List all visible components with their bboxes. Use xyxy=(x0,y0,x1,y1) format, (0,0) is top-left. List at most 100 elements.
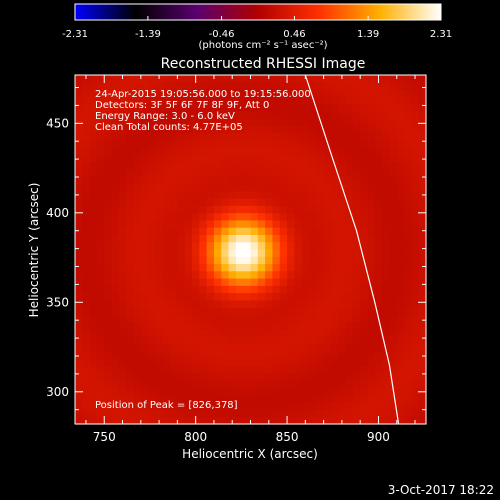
heatmap-pixel xyxy=(309,278,317,287)
heatmap-pixel xyxy=(345,184,354,192)
heatmap-pixel xyxy=(104,96,113,105)
colorbar-tick-label: 1.39 xyxy=(357,29,379,40)
heatmap-pixel xyxy=(411,322,420,331)
heatmap-pixel xyxy=(323,380,332,389)
heatmap-pixel xyxy=(265,387,274,396)
heatmap-pixel xyxy=(96,176,105,185)
heatmap-pixel xyxy=(250,169,259,178)
heatmap-pixel xyxy=(396,162,405,171)
heatmap-pixel xyxy=(162,133,171,142)
heatmap-pixel xyxy=(228,387,237,396)
heatmap-pixel xyxy=(316,351,325,360)
heatmap-pixel xyxy=(374,191,383,200)
heatmap-pixel xyxy=(104,314,113,323)
heatmap-pixel xyxy=(418,373,427,381)
heatmap-pixel xyxy=(352,184,361,192)
heatmap-pixel xyxy=(404,205,412,214)
heatmap-pixel xyxy=(221,96,230,105)
heatmap-pixel xyxy=(323,351,332,360)
heatmap-pixel xyxy=(82,373,91,381)
heatmap-pixel xyxy=(162,278,171,287)
heatmap-pixel xyxy=(301,125,310,134)
heatmap-pixel xyxy=(228,322,237,331)
heatmap-pixel xyxy=(126,387,135,396)
heatmap-pixel xyxy=(126,344,135,352)
heatmap-pixel xyxy=(294,191,303,200)
heatmap-pixel xyxy=(140,307,149,316)
heatmap-pixel xyxy=(118,147,127,156)
heatmap-pixel xyxy=(177,394,186,403)
heatmap-pixel xyxy=(177,242,186,251)
heatmap-pixel xyxy=(155,213,164,222)
heatmap-pixel xyxy=(75,394,83,403)
heatmap-pixel xyxy=(82,285,91,294)
heatmap-pixel xyxy=(360,154,369,163)
heatmap-pixel xyxy=(279,336,288,345)
heatmap-pixel xyxy=(389,256,398,265)
heatmap-pixel xyxy=(206,111,215,120)
heatmap-pixel xyxy=(118,256,127,265)
heatmap-pixel xyxy=(404,162,412,171)
heatmap-pixel xyxy=(301,344,310,352)
heatmap-pixel xyxy=(396,154,405,163)
heatmap-pixel xyxy=(228,227,237,236)
heatmap-pixel xyxy=(374,409,383,418)
heatmap-pixel xyxy=(192,89,200,98)
heatmap-pixel xyxy=(316,227,325,236)
heatmap-pixel xyxy=(96,322,105,331)
heatmap-pixel xyxy=(257,234,266,243)
heatmap-pixel xyxy=(111,307,120,316)
heatmap-pixel xyxy=(184,264,193,272)
heatmap-pixel xyxy=(272,147,281,156)
heatmap-pixel xyxy=(382,285,391,294)
heatmap-pixel xyxy=(192,409,200,418)
heatmap-pixel xyxy=(396,387,405,396)
heatmap-pixel xyxy=(257,249,266,258)
heatmap-pixel xyxy=(213,89,222,98)
heatmap-pixel xyxy=(162,220,171,229)
heatmap-pixel xyxy=(228,169,237,178)
heatmap-pixel xyxy=(338,125,347,134)
heatmap-pixel xyxy=(294,358,303,367)
heatmap-pixel xyxy=(367,118,376,127)
heatmap-pixel xyxy=(104,264,113,272)
heatmap-pixel xyxy=(316,256,325,265)
heatmap-pixel xyxy=(162,365,171,374)
heatmap-pixel xyxy=(140,264,149,272)
heatmap-pixel xyxy=(338,96,347,105)
heatmap-pixel xyxy=(140,125,149,134)
heatmap-pixel xyxy=(279,154,288,163)
heatmap-pixel xyxy=(82,314,91,323)
heatmap-pixel xyxy=(345,133,354,142)
heatmap-pixel xyxy=(309,351,317,360)
heatmap-pixel xyxy=(330,351,339,360)
heatmap-pixel xyxy=(89,234,98,243)
heatmap-pixel xyxy=(221,249,230,258)
heatmap-pixel xyxy=(96,387,105,396)
heatmap-pixel xyxy=(162,293,171,301)
heatmap-pixel xyxy=(352,387,361,396)
heatmap-pixel xyxy=(170,351,178,360)
heatmap-pixel xyxy=(82,205,91,214)
heatmap-pixel xyxy=(330,394,339,403)
heatmap-pixel xyxy=(213,307,222,316)
heatmap-pixel xyxy=(148,373,157,381)
heatmap-pixel xyxy=(389,213,398,222)
heatmap-pixel xyxy=(404,154,412,163)
heatmap-pixel xyxy=(235,242,244,251)
heatmap-pixel xyxy=(272,314,281,323)
heatmap-pixel xyxy=(352,191,361,200)
heatmap-pixel xyxy=(133,300,142,309)
heatmap-pixel xyxy=(96,213,105,222)
heatmap-pixel xyxy=(126,162,135,171)
heatmap-pixel xyxy=(75,278,83,287)
heatmap-pixel xyxy=(104,256,113,265)
heatmap-pixel xyxy=(294,293,303,301)
heatmap-pixel xyxy=(330,147,339,156)
heatmap-pixel xyxy=(126,285,135,294)
heatmap-pixel xyxy=(140,322,149,331)
heatmap-pixel xyxy=(316,169,325,178)
heatmap-pixel xyxy=(265,256,274,265)
heatmap-pixel xyxy=(82,264,91,272)
heatmap-pixel xyxy=(228,373,237,381)
